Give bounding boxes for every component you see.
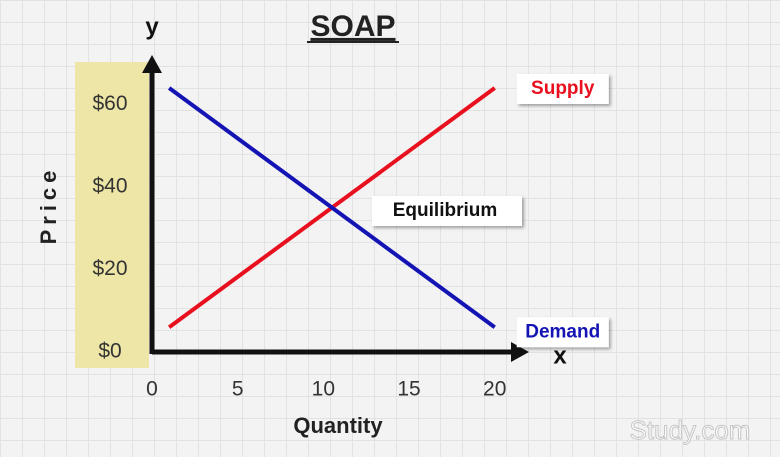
legend-label: Supply [531,78,595,99]
x-axis-label: Quantity [293,413,383,438]
annotation: Equilibrium [393,200,498,221]
x-tick-label: 10 [312,378,335,401]
annotation-box [372,196,522,226]
x-tick-label: 20 [483,378,506,401]
chart-title: SOAP [310,10,395,43]
x-axis-letter: x [553,342,567,369]
y-tick-label: $40 [92,175,127,198]
watermark: Study.com [630,415,751,445]
x-axis-arrow [511,342,529,362]
line [167,86,496,329]
legend-label: Demand [525,321,600,342]
legend-box [516,74,609,104]
y-axis-letter: y [145,13,159,40]
x-tick-label: 15 [397,378,420,401]
x-tick-label: 0 [146,378,158,401]
y-axis-label: Price [36,166,61,245]
label-band [75,62,149,368]
y-axis-arrow [142,55,162,73]
y-tick-label: $0 [98,340,121,363]
x-tick-label: 5 [232,378,244,401]
y-tick-label: $20 [92,257,127,280]
legend-box [516,317,609,348]
y-tick-label: $60 [92,92,127,115]
